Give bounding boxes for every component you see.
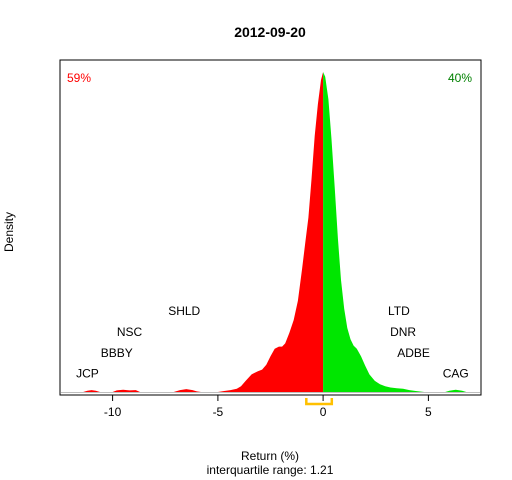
outlier-label-nsc: NSC: [117, 325, 143, 339]
iqr-bracket-line: [305, 398, 334, 406]
chart-title: 2012-09-20: [234, 24, 306, 40]
x-tick-label: -5: [213, 405, 224, 419]
negative-density-area: [62, 72, 324, 392]
iqr-subtitle: interquartile range: 1.21: [207, 463, 334, 477]
plot-frame: [59, 59, 482, 396]
iqr-bracket: [305, 398, 334, 406]
positive-density-area: [323, 72, 479, 392]
outlier-label-dnr: DNR: [390, 325, 416, 339]
negative-share-label: 59%: [67, 71, 91, 85]
outlier-label-bbby: BBBY: [101, 346, 133, 360]
x-axis-label: Return (%): [241, 449, 299, 463]
outlier-label-ltd: LTD: [388, 304, 410, 318]
outlier-label-jcp: JCP: [76, 366, 99, 380]
x-axis: -10 -5 0 5: [104, 395, 432, 419]
outlier-label-cag: CAG: [443, 366, 469, 380]
positive-share-label: 40%: [448, 71, 472, 85]
outlier-label-shld: SHLD: [168, 304, 200, 318]
x-tick-label: 0: [320, 405, 327, 419]
x-tick-label: -10: [104, 405, 122, 419]
y-axis-label: Density: [2, 212, 16, 252]
outlier-label-adbe: ADBE: [397, 346, 430, 360]
x-tick-label: 5: [425, 405, 432, 419]
density-area-group: [62, 72, 479, 392]
